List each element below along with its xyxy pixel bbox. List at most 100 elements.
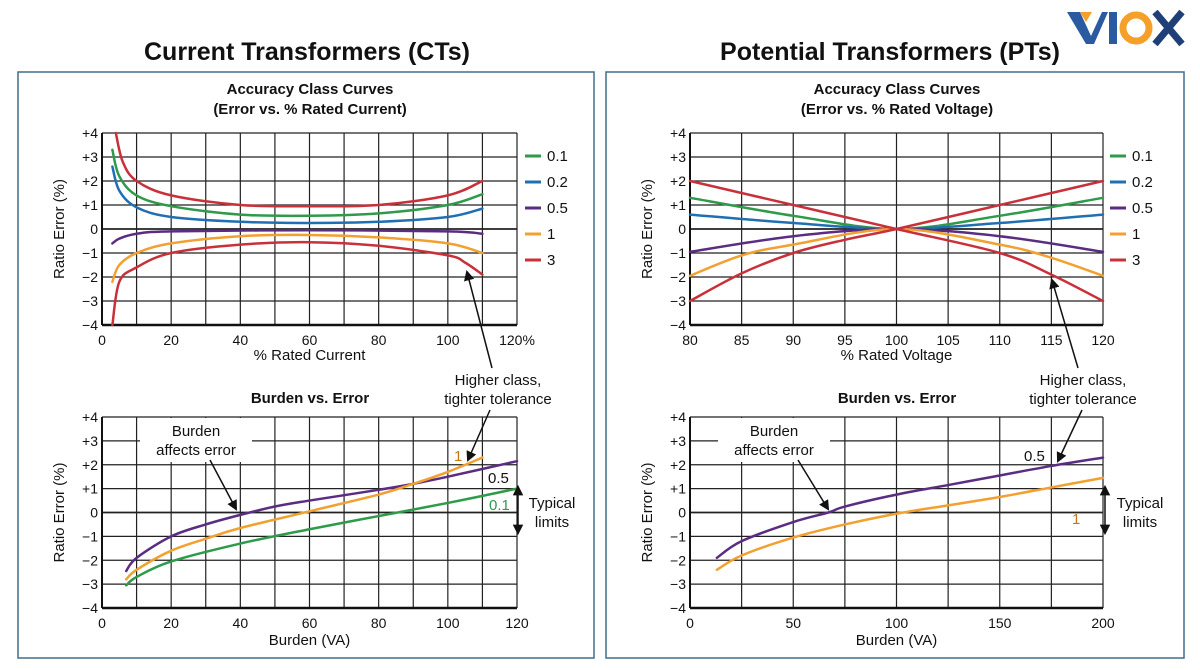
chart-title: Burden vs. Error [838, 390, 957, 407]
x-tick-label: 50 [785, 615, 801, 631]
chart-title: Burden vs. Error [251, 390, 370, 407]
series-line-0.1 [124, 487, 519, 587]
ct-annotations: Burden affects error Higher class, tight… [140, 269, 575, 536]
series-line-1 [124, 456, 484, 581]
y-tick-label: −4 [670, 317, 686, 333]
y-tick-label: −2 [670, 552, 686, 568]
chart-0: Accuracy Class Curves (Error vs. % Rated … [51, 81, 568, 364]
chart-title: (Error vs. % Rated Voltage) [801, 101, 993, 118]
x-tick-label: 85 [734, 332, 750, 348]
arrow-icon [209, 459, 237, 511]
y-tick-label: −4 [82, 600, 98, 616]
x-tick-label: 120 [1091, 332, 1115, 348]
x-axis-label: Burden (VA) [856, 632, 937, 649]
ct-panel-title: Current Transformers (CTs) [144, 38, 470, 66]
pt-higher-class-note: Higher class, [1040, 372, 1127, 389]
y-tick-label: +1 [82, 197, 98, 213]
y-tick-label: 0 [678, 221, 686, 237]
x-tick-label: 20 [163, 332, 179, 348]
legend-label: 3 [547, 252, 555, 269]
series-line-0.5 [124, 459, 519, 573]
y-axis-label: Ratio Error (%) [639, 462, 656, 562]
x-tick-label: 200 [1091, 615, 1115, 631]
y-tick-label: 0 [678, 505, 686, 521]
series-line-0.1 [111, 148, 484, 218]
viox-logo [1067, 9, 1185, 47]
ct-typical-limits: limits [535, 514, 569, 531]
y-tick-label: +2 [670, 457, 686, 473]
y-axis-label: Ratio Error (%) [51, 179, 68, 279]
legend-label: 0.1 [547, 148, 568, 165]
arrow-icon [1049, 277, 1079, 369]
pt-label-0.5: 0.5 [1024, 448, 1045, 465]
y-tick-label: +3 [670, 433, 686, 449]
pt-higher-class-note: tighter tolerance [1029, 391, 1137, 408]
pt-typical-limits: Typical [1117, 495, 1164, 512]
x-tick-label: 110 [989, 332, 1012, 348]
arrow-icon [797, 459, 830, 511]
x-tick-label: 80 [371, 332, 387, 348]
ct-burden-note: Burden [172, 423, 220, 440]
pt-panel [605, 71, 1185, 659]
x-axis-label: % Rated Current [254, 347, 367, 364]
y-tick-label: +4 [670, 125, 686, 141]
y-tick-label: −3 [82, 576, 98, 592]
ct-higher-class-note: Higher class, [455, 372, 542, 389]
x-tick-label: 90 [785, 332, 801, 348]
pt-label-1: 1 [1072, 511, 1080, 528]
y-tick-label: +4 [82, 125, 98, 141]
x-tick-label: 100 [436, 332, 460, 348]
x-tick-label: 115 [1040, 332, 1063, 348]
x-tick-label: 20 [163, 615, 179, 631]
y-tick-label: +2 [82, 457, 98, 473]
ct-label-0.5: 0.5 [488, 470, 509, 487]
series-line-3 [111, 240, 484, 327]
y-tick-label: −3 [670, 293, 686, 309]
x-tick-label: 120% [499, 332, 535, 348]
y-tick-label: −1 [82, 245, 98, 261]
chart-3: Burden vs. Error 0 50 100 150 200 +4 +3 +2 +1 0 −1 −… [639, 390, 1115, 649]
y-tick-label: −1 [82, 528, 98, 544]
pt-burden-note: Burden [750, 423, 798, 440]
y-tick-label: −4 [670, 600, 686, 616]
y-tick-label: −1 [670, 245, 686, 261]
y-tick-label: −3 [82, 293, 98, 309]
pt-annotations: Burden affects error Higher class, tight… [718, 277, 1164, 536]
y-axis-label: Ratio Error (%) [51, 462, 68, 562]
x-tick-label: 100 [436, 615, 460, 631]
series-line-3 [114, 131, 484, 208]
x-axis-label: % Rated Voltage [841, 347, 953, 364]
chart-title: Accuracy Class Curves [814, 81, 981, 98]
y-tick-label: +3 [82, 433, 98, 449]
y-tick-label: −3 [670, 576, 686, 592]
x-tick-label: 80 [682, 332, 698, 348]
x-tick-label: 0 [686, 615, 694, 631]
x-tick-label: 80 [371, 615, 387, 631]
y-axis-label: Ratio Error (%) [639, 179, 656, 279]
y-tick-label: +4 [82, 409, 98, 425]
ct-higher-class-note: tighter tolerance [444, 391, 552, 408]
pt-panel-title: Potential Transformers (PTs) [720, 38, 1060, 66]
legend-label: 0.5 [547, 200, 568, 217]
x-tick-label: 100 [885, 332, 909, 348]
legend-label: 0.2 [1132, 174, 1153, 191]
y-tick-label: +1 [82, 481, 98, 497]
series-line-1 [715, 476, 1105, 572]
legend-label: 0.2 [547, 174, 568, 191]
x-tick-label: 150 [988, 615, 1012, 631]
x-axis-label: Burden (VA) [269, 632, 350, 649]
x-tick-label: 60 [302, 615, 318, 631]
series-line-0.5 [111, 228, 484, 245]
arrow-icon [1056, 409, 1083, 463]
y-tick-label: −2 [82, 552, 98, 568]
x-tick-label: 120 [505, 615, 529, 631]
x-tick-label: 0 [98, 332, 106, 348]
y-tick-label: 0 [90, 221, 98, 237]
chart-2: Accuracy Class Curves (Error vs. % Rated … [639, 81, 1153, 364]
ct-label-1: 1 [454, 448, 462, 465]
chart-title: (Error vs. % Rated Current) [213, 101, 406, 118]
y-tick-label: −1 [670, 528, 686, 544]
x-tick-label: 60 [302, 332, 318, 348]
